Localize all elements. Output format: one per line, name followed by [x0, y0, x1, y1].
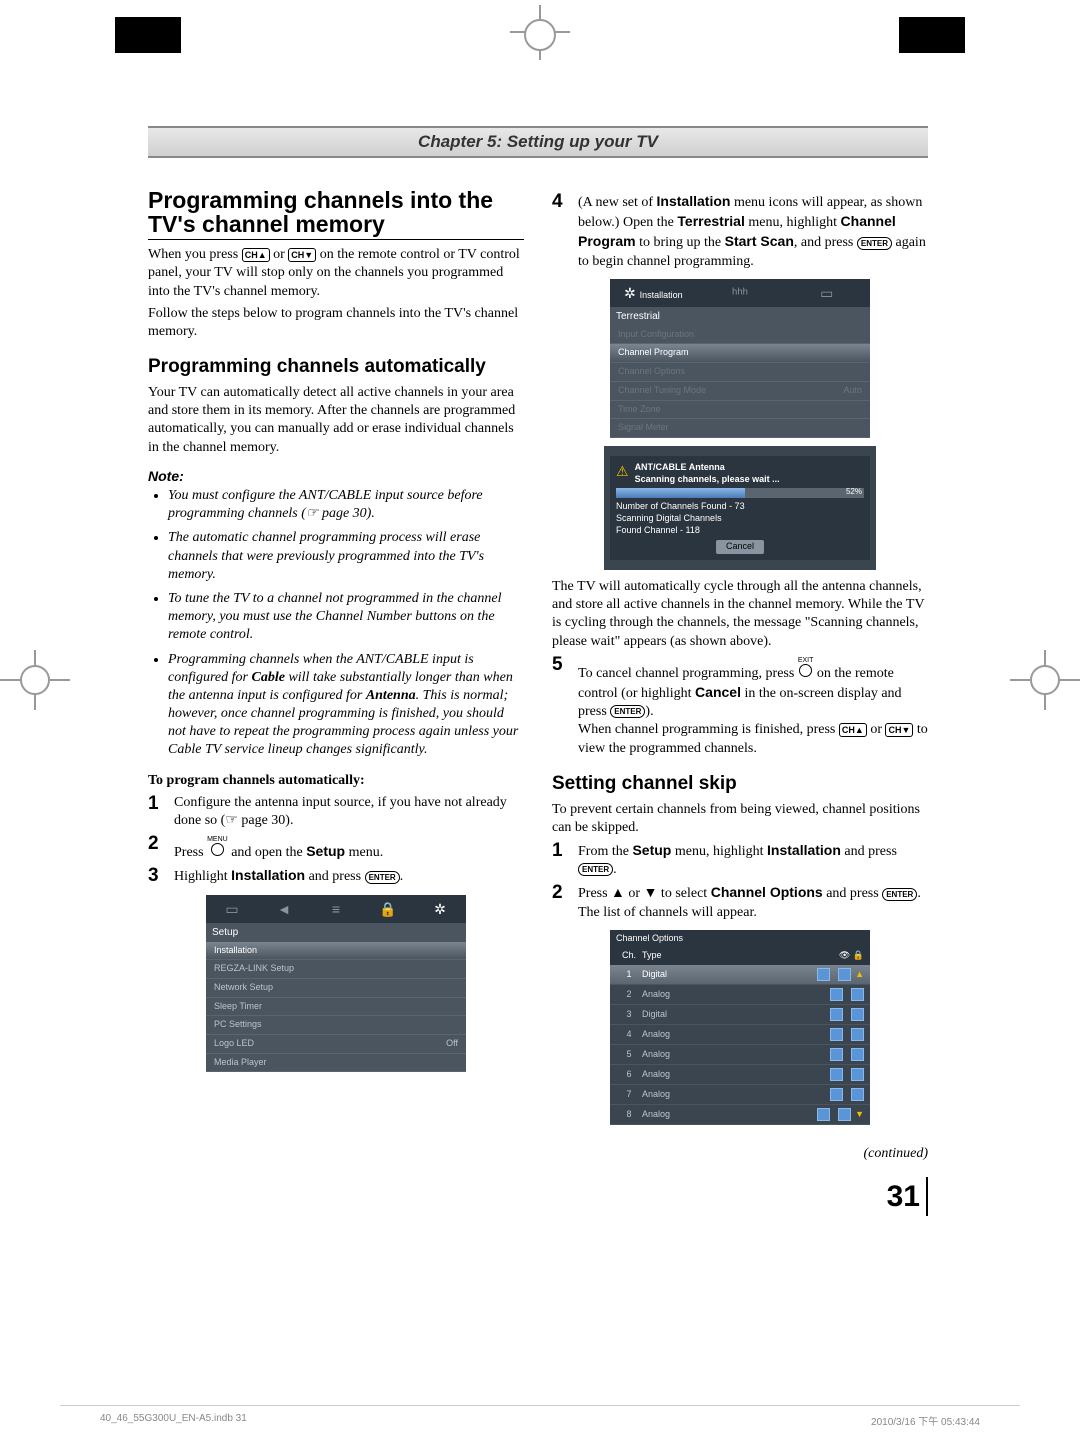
menu-row: Installation [206, 942, 466, 961]
menu-row: Channel Tuning ModeAuto [610, 382, 870, 401]
setup-title: Setup [206, 923, 466, 942]
table-row: 3Digital [610, 1005, 870, 1025]
note-item: The automatic channel programming proces… [168, 529, 524, 584]
step-number: 4 [552, 192, 570, 271]
crop-mark-right [1010, 660, 1080, 700]
crop-mark-left [0, 660, 70, 700]
step-2: Press MENU and open the Setup menu. [174, 834, 524, 862]
step-number: 2 [148, 834, 166, 862]
chopt-title: Channel Options [616, 933, 683, 945]
table-row: 6Analog [610, 1065, 870, 1085]
note-item: Programming channels when the ANT/CABLE … [168, 651, 524, 760]
table-row: 1Digital▲ [610, 965, 870, 985]
screenshot-installation: ✲ Installationʰʰʰ▭ Terrestrial Input Con… [610, 279, 870, 438]
steps-left: 1Configure the antenna input source, if … [148, 794, 524, 887]
table-row: 2Analog [610, 985, 870, 1005]
warning-icon: ⚠ [616, 462, 629, 485]
continued: (continued) [552, 1145, 928, 1163]
heading-auto: Programming channels automatically [148, 357, 524, 378]
menu-row: Channel Options [610, 363, 870, 382]
intro-p2: Follow the steps below to program channe… [148, 305, 524, 341]
menu-row: Sleep Timer [206, 998, 466, 1017]
steps-skip: 1From the Setup menu, highlight Installa… [552, 841, 928, 922]
skip-step-2: Press ▲ or ▼ to select Channel Options a… [578, 883, 928, 921]
note-heading: Note: [148, 467, 524, 485]
screenshot-setup: ▭◄≡🔒✲ Setup Installation REGZA-LINK Setu… [206, 895, 466, 1073]
footer: 40_46_55G300U_EN-A5.indb 31 2010/3/16 下午 … [100, 1413, 980, 1428]
step-1: Configure the antenna input source, if y… [174, 794, 524, 830]
screenshot-scanning: ⚠ANT/CABLE AntennaScanning channels, ple… [604, 446, 876, 570]
right-column: 4(A new set of Installation menu icons w… [552, 188, 928, 1216]
steps-right-2: 5To cancel channel programming, press EX… [552, 655, 928, 758]
step-4: (A new set of Installation menu icons wi… [578, 192, 928, 271]
menu-row: Input Configuration [610, 326, 870, 345]
content: Chapter 5: Setting up your TV Programmin… [148, 126, 928, 1216]
menu-row: PC Settings [206, 1016, 466, 1035]
menu-row: Logo LEDOff [206, 1035, 466, 1054]
table-row: 5Analog [610, 1045, 870, 1065]
heading-skip: Setting channel skip [552, 774, 928, 795]
footer-left: 40_46_55G300U_EN-A5.indb 31 [100, 1413, 247, 1428]
enter-icon: ENTER [578, 863, 613, 876]
left-column: Programming channels into the TV's chann… [148, 188, 524, 1216]
note-item: To tune the TV to a channel not programm… [168, 590, 524, 645]
page-number: 31 [552, 1177, 928, 1216]
scan-text: Scanning Digital Channels [616, 513, 864, 525]
menu-row: Time Zone [610, 401, 870, 420]
scan-text: Number of Channels Found - 73 [616, 501, 864, 513]
subheading-program: To program channels automatically: [148, 772, 524, 790]
menu-row: Media Player [206, 1054, 466, 1073]
screenshot-channel-options: Channel Options Ch.Type👁 🔒 1Digital▲ 2An… [610, 930, 870, 1125]
heading-main: Programming channels into the TV's chann… [148, 188, 524, 240]
progress-bar: 52% [616, 488, 864, 498]
ch-down-icon: CH▼ [885, 723, 913, 737]
table-row: 8Analog▼ [610, 1105, 870, 1125]
menu-row: Signal Meter [610, 419, 870, 438]
ch-down-icon: CH▼ [288, 248, 316, 262]
ch-up-icon: CH▲ [242, 248, 270, 262]
table-row: 7Analog [610, 1085, 870, 1105]
step-number: 5 [552, 655, 570, 758]
chapter-title: Chapter 5: Setting up your TV [148, 126, 928, 158]
note-list: You must configure the ANT/CABLE input s… [148, 487, 524, 760]
step-number: 1 [552, 841, 570, 879]
enter-icon: ENTER [610, 705, 645, 718]
ch-up-icon: CH▲ [839, 723, 867, 737]
crop-marks-top [0, 10, 1080, 55]
steps-right: 4(A new set of Installation menu icons w… [552, 192, 928, 271]
cancel-button: Cancel [716, 540, 764, 554]
menu-row: Channel Program [610, 344, 870, 363]
enter-icon: ENTER [857, 237, 892, 250]
skip-intro: To prevent certain channels from being v… [552, 801, 928, 837]
auto-p: Your TV can automatically detect all act… [148, 384, 524, 457]
table-row: 4Analog [610, 1025, 870, 1045]
menu-row: Network Setup [206, 979, 466, 998]
enter-icon: ENTER [882, 888, 917, 901]
menu-icon: MENU [207, 834, 228, 858]
scan-explain: The TV will automatically cycle through … [552, 578, 928, 651]
scan-text: Found Channel - 118 [616, 525, 864, 537]
menu-row: REGZA-LINK Setup [206, 960, 466, 979]
note-item: You must configure the ANT/CABLE input s… [168, 487, 524, 523]
step-5: To cancel channel programming, press EXI… [578, 655, 928, 758]
enter-icon: ENTER [365, 871, 400, 884]
footer-right: 2010/3/16 下午 05:43:44 [871, 1413, 980, 1428]
step-number: 3 [148, 866, 166, 886]
exit-icon: EXIT [798, 655, 814, 679]
page: Chapter 5: Setting up your TV Programmin… [0, 0, 1080, 1450]
step-number: 2 [552, 883, 570, 921]
intro-p1: When you press CH▲ or CH▼ on the remote … [148, 246, 524, 301]
skip-step-1: From the Setup menu, highlight Installat… [578, 841, 928, 879]
step-number: 1 [148, 794, 166, 830]
inst-title: Terrestrial [610, 307, 870, 326]
step-3: Highlight Installation and press ENTER. [174, 866, 524, 886]
